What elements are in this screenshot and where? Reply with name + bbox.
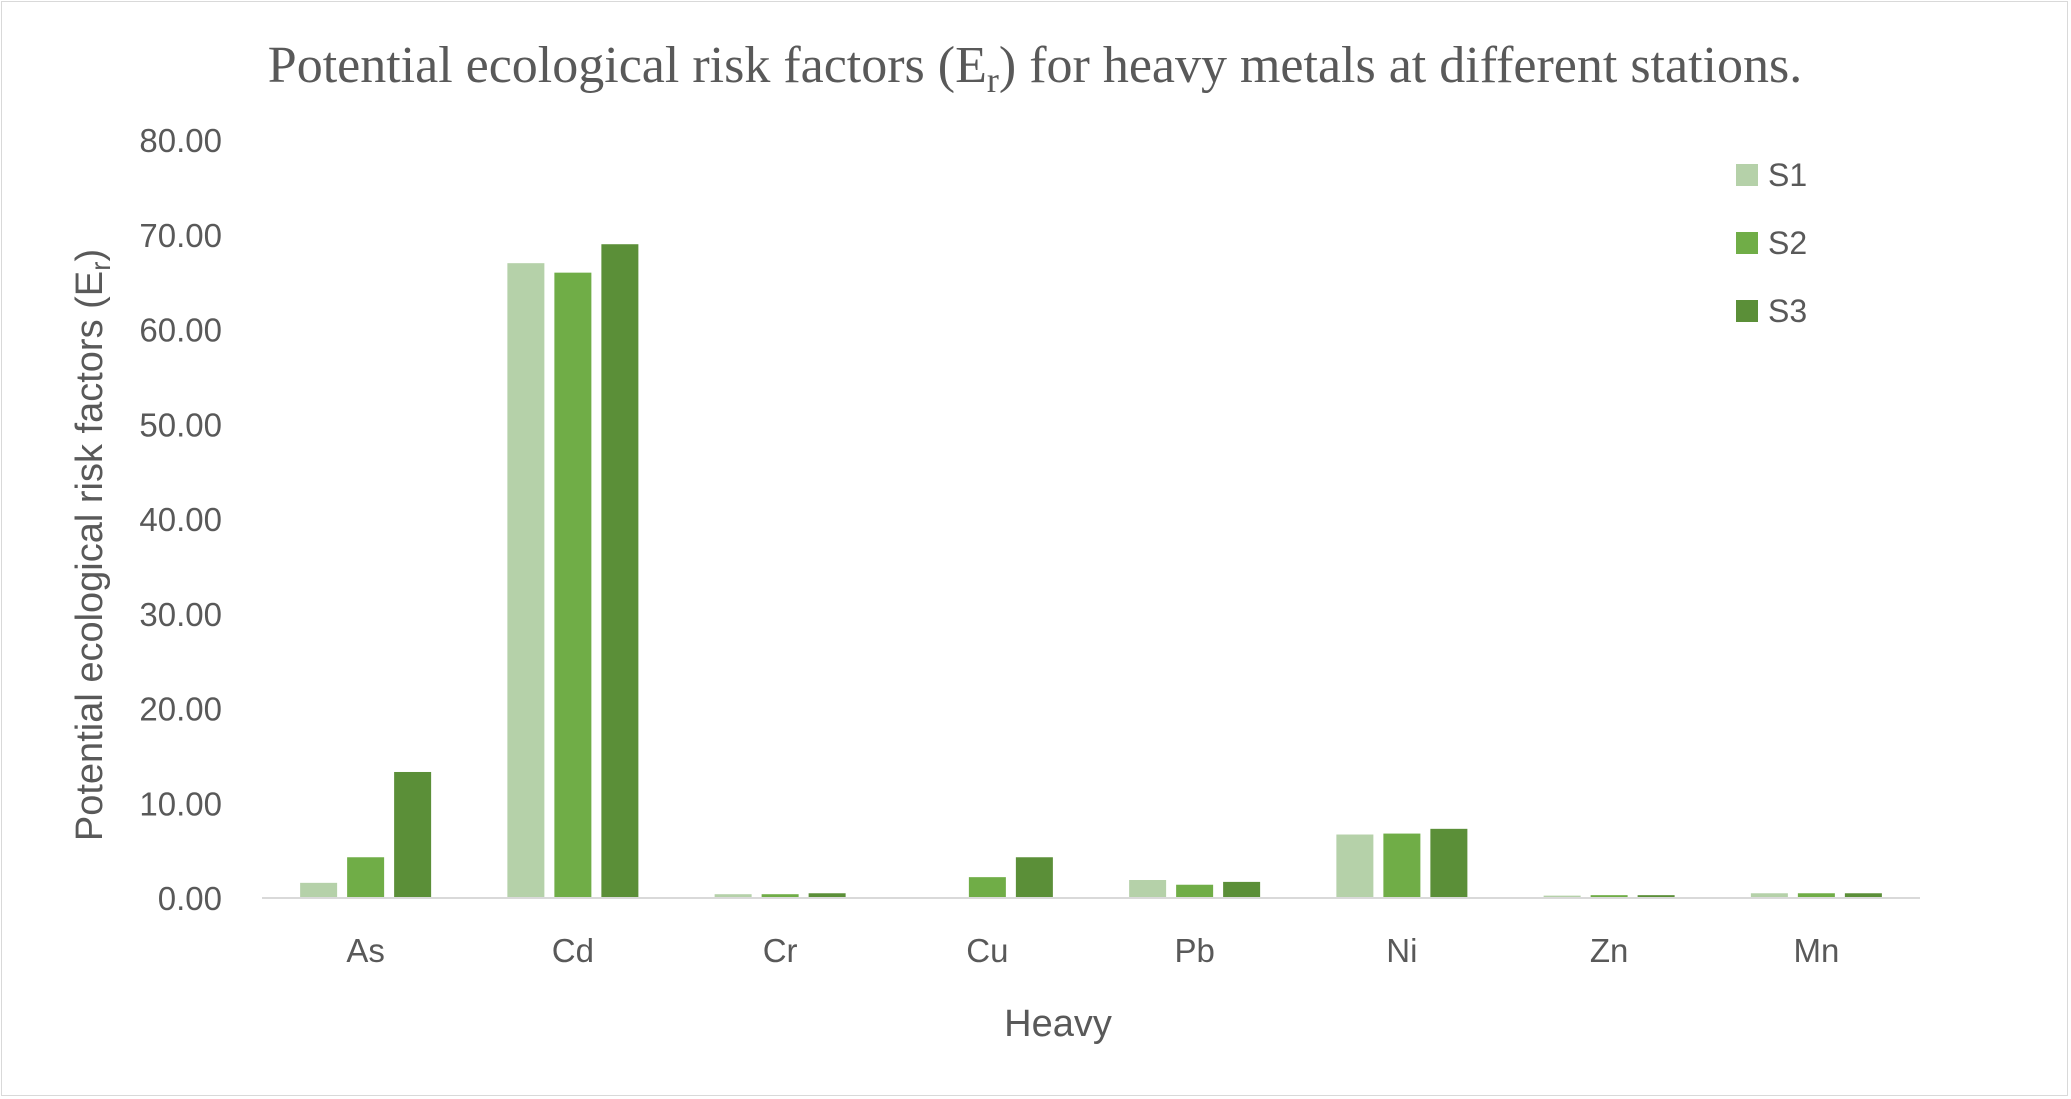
bar-s2-cd — [554, 272, 592, 898]
bar-s3-mn — [1844, 893, 1882, 898]
y-tick-label: 20.00 — [139, 691, 222, 728]
bar-s3-zn — [1637, 895, 1675, 898]
legend-label-s1: S1 — [1768, 157, 1807, 193]
bar-s2-as — [347, 857, 385, 898]
bar-s3-pb — [1223, 881, 1261, 898]
y-tick-label: 70.00 — [139, 217, 222, 254]
x-tick-label: Cu — [966, 932, 1008, 969]
chart-title-text: Potential ecological risk factors (E — [268, 37, 987, 94]
bar-s1-cr — [714, 894, 752, 898]
bar-s2-cr — [761, 894, 799, 898]
bar-s3-cu — [1015, 857, 1053, 898]
bar-s2-ni — [1383, 833, 1421, 898]
x-axis-label: Heavy — [1004, 1003, 1112, 1045]
y-axis-label: Potential ecological risk factors (Er) — [69, 249, 116, 841]
bar-s3-as — [394, 771, 432, 898]
y-tick-label: 10.00 — [139, 785, 222, 822]
legend-swatch-s2 — [1736, 232, 1758, 254]
x-tick-label: Zn — [1590, 932, 1629, 969]
y-tick-label: 80.00 — [139, 122, 222, 159]
bar-s3-ni — [1430, 828, 1468, 898]
x-tick-label: Mn — [1793, 932, 1839, 969]
legend-label-s3: S3 — [1768, 293, 1807, 329]
x-tick-label: Cr — [763, 932, 798, 969]
bar-s2-zn — [1590, 895, 1628, 898]
bar-s1-ni — [1336, 834, 1374, 898]
bars — [300, 244, 1882, 899]
y-axis-label-text: Potential ecological risk factors (E — [69, 271, 111, 841]
chart-title-suffix: ) for heavy metals at different stations… — [999, 37, 1802, 94]
chart-title-subscript: r — [987, 60, 999, 100]
bar-s1-as — [300, 882, 338, 898]
bar-s1-cd — [507, 263, 545, 898]
legend-swatch-s1 — [1736, 164, 1758, 186]
x-axis-ticks: As Cd Cr Cu Pb Ni Zn Mn — [346, 932, 1839, 969]
x-tick-label: As — [346, 932, 385, 969]
legend-swatch-s3 — [1736, 300, 1758, 322]
y-axis-label-suffix: ) — [69, 249, 111, 262]
y-axis-label-subscript: r — [85, 262, 116, 271]
x-tick-label: Cd — [552, 932, 594, 969]
bar-s3-cr — [808, 893, 846, 898]
bar-s2-mn — [1797, 893, 1835, 898]
y-tick-label: 0.00 — [158, 880, 222, 917]
bar-s1-mn — [1750, 893, 1788, 898]
bar-s2-pb — [1176, 884, 1214, 898]
legend: S1 S2 S3 — [1736, 157, 1807, 329]
y-tick-label: 60.00 — [139, 312, 222, 349]
bar-s3-cd — [601, 244, 639, 899]
y-tick-label: 50.00 — [139, 406, 222, 443]
bar-s2-cu — [968, 877, 1006, 898]
y-axis-ticks: 0.00 10.00 20.00 30.00 40.00 50.00 60.00 70.00 8… — [139, 122, 222, 917]
chart-title: Potential ecological risk factors (Er) f… — [268, 37, 1802, 100]
y-tick-label: 40.00 — [139, 501, 222, 538]
bar-s1-pb — [1129, 879, 1167, 898]
legend-label-s2: S2 — [1768, 225, 1807, 261]
x-tick-label: Pb — [1174, 932, 1214, 969]
y-tick-label: 30.00 — [139, 596, 222, 633]
x-tick-label: Ni — [1386, 932, 1417, 969]
bar-s1-zn — [1543, 895, 1581, 898]
